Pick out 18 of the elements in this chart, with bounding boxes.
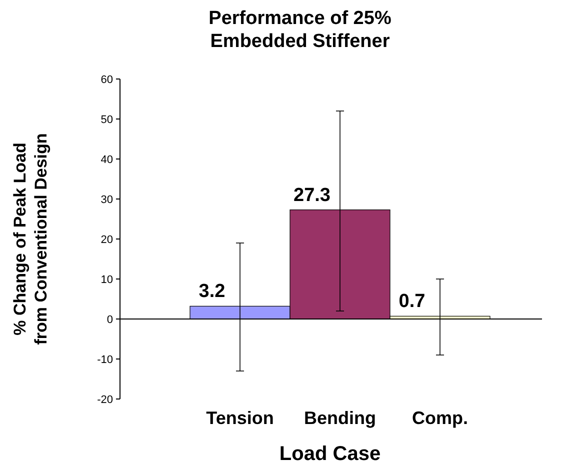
chart-title: Performance of 25% Embedded Stiffener (208, 8, 392, 52)
data-label: 27.3 (294, 184, 330, 206)
y-tick-label: 20 (100, 234, 113, 246)
x-tick-label: Comp. (412, 408, 468, 428)
y-tick-label: 60 (100, 74, 113, 86)
y-tick-label: 0 (106, 314, 113, 326)
y-tick-label: -10 (97, 354, 113, 366)
x-tick-label: Tension (206, 408, 274, 428)
y-axis-title: % Change of Peak Load from Conventional Design (10, 133, 50, 345)
y-tick-label: -20 (97, 394, 113, 406)
y-tick-label: 30 (100, 194, 113, 206)
x-axis-title: Load Case (279, 443, 381, 465)
x-tick-label: Bending (304, 408, 376, 428)
data-label: 3.2 (198, 281, 226, 302)
y-tick-label: 40 (100, 154, 113, 166)
y-tick-label: 10 (100, 274, 113, 286)
y-tick-label: 50 (100, 114, 113, 126)
data-label: 0.7 (398, 291, 426, 312)
